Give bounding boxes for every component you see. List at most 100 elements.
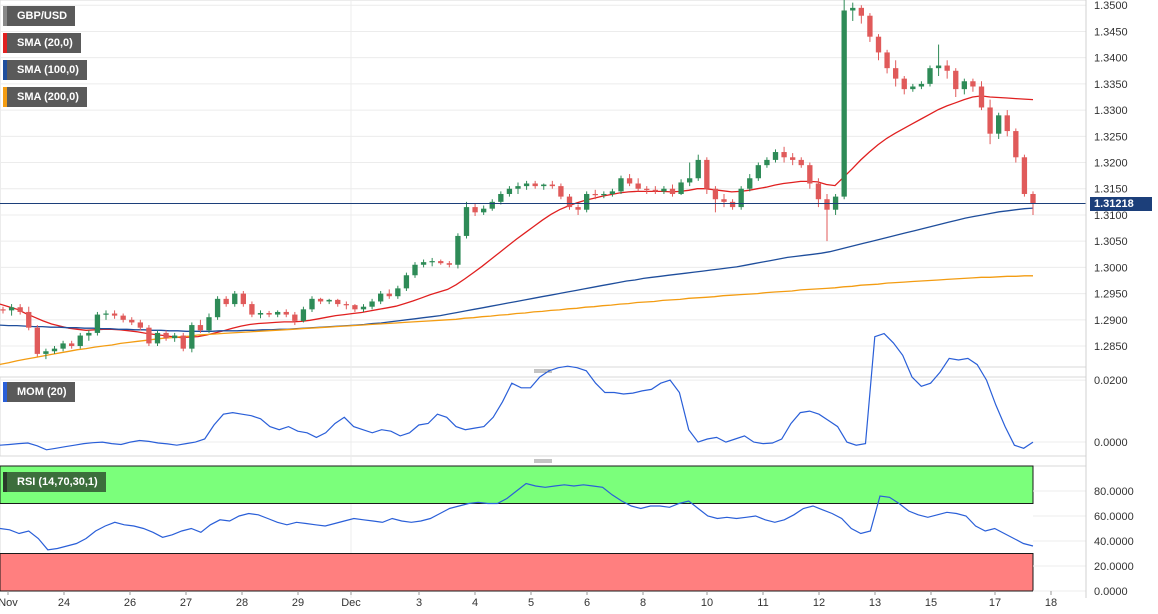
candle	[712, 186, 719, 213]
candle	[953, 68, 959, 97]
candle-body	[292, 314, 298, 321]
candle-body	[103, 313, 109, 315]
candle	[807, 162, 813, 189]
x-tick-label: 24	[58, 597, 70, 609]
candle-body	[395, 288, 401, 297]
rsi-oversold-zone	[0, 553, 1034, 592]
legend-sma20[interactable]: SMA (20,0)	[3, 33, 81, 53]
rsi-y-tick: 20.0000	[1094, 561, 1134, 573]
candle	[378, 290, 384, 305]
mom-y-tick: 0.0200	[1094, 375, 1128, 387]
candle-body	[901, 78, 907, 90]
candle-body	[34, 327, 40, 354]
candle	[815, 178, 822, 208]
legend-symbol-label: GBP/USD	[17, 10, 68, 22]
x-tick-label: 27	[180, 597, 192, 609]
candle-body	[609, 191, 616, 194]
candle	[755, 162, 761, 181]
candle	[798, 157, 804, 168]
candle-body	[661, 188, 667, 192]
candle-body	[343, 304, 349, 306]
candle	[549, 180, 555, 189]
candle	[558, 183, 564, 200]
candle-body	[687, 178, 693, 183]
candle-body	[266, 312, 272, 315]
candle-body	[214, 298, 221, 318]
candle	[34, 325, 40, 357]
candle-body	[69, 343, 75, 347]
candle-body	[455, 235, 461, 265]
mom-panel	[0, 376, 1087, 457]
current-price-label: 1.31218	[1094, 197, 1134, 210]
candle-body	[927, 68, 933, 84]
legend-rsi-label: RSI (14,70,30,1)	[17, 476, 98, 488]
candle	[352, 304, 358, 312]
candle	[240, 290, 246, 307]
candle	[1004, 110, 1010, 137]
candle-body	[300, 309, 307, 321]
candle-body	[944, 65, 950, 71]
candle	[137, 319, 143, 331]
legend-sma200-label: SMA (200,0)	[17, 91, 79, 103]
candle	[429, 257, 435, 267]
candle-body	[1004, 115, 1010, 132]
candle	[669, 184, 676, 197]
candle	[129, 317, 135, 326]
candle-body	[446, 263, 452, 265]
candle	[43, 348, 49, 360]
candle-body	[403, 275, 410, 289]
candle-body	[549, 184, 555, 187]
rsi-y-tick: 0.0000	[1094, 586, 1128, 598]
candle	[575, 204, 581, 215]
candle-body	[721, 199, 727, 202]
x-tick-label: Dec	[341, 597, 361, 609]
candle-body	[626, 178, 633, 184]
candle-body	[223, 298, 229, 305]
candle	[326, 298, 332, 305]
legend-sma100[interactable]: SMA (100,0)	[3, 60, 87, 80]
x-tick-label: 6	[584, 597, 590, 609]
candle	[94, 311, 101, 336]
candle-body	[807, 165, 813, 184]
legend-mom-label: MOM (20)	[17, 386, 67, 398]
x-tick-label: 3	[416, 597, 422, 609]
x-tick-label: 4	[472, 597, 478, 609]
candle	[875, 34, 882, 61]
candle-body	[369, 301, 375, 307]
price-y-tick: 1.3100	[1094, 210, 1128, 222]
legend-symbol[interactable]: GBP/USD	[3, 6, 76, 26]
candle-body	[695, 159, 701, 179]
candle	[970, 78, 976, 92]
legend-mom[interactable]: MOM (20)	[3, 382, 75, 402]
legend-rsi[interactable]: RSI (14,70,30,1)	[3, 472, 106, 492]
candle	[772, 149, 779, 163]
candle-body	[644, 188, 650, 190]
candle	[927, 65, 933, 87]
candle	[86, 330, 92, 341]
candle-body	[172, 335, 178, 339]
price-y-tick: 1.3300	[1094, 105, 1128, 117]
price-y-tick: 1.2950	[1094, 289, 1128, 301]
candle-body	[515, 186, 521, 189]
candle	[26, 306, 32, 331]
candle	[223, 296, 229, 307]
candle	[206, 313, 212, 333]
candle-body	[755, 165, 761, 179]
candle	[498, 191, 504, 205]
candle	[841, 0, 847, 200]
price-y-tick: 1.3150	[1094, 184, 1128, 196]
legend-sma200[interactable]: SMA (200,0)	[3, 87, 87, 107]
candle	[180, 332, 186, 352]
candle	[652, 186, 658, 194]
candle	[292, 311, 298, 326]
candle	[541, 183, 547, 190]
price-y-tick: 1.3000	[1094, 262, 1128, 274]
candle-body	[584, 193, 590, 210]
candle-body	[378, 293, 384, 302]
candle-body	[506, 188, 513, 194]
price-panel	[0, 0, 1087, 368]
candle	[729, 199, 736, 210]
candle-body	[798, 159, 804, 166]
candle-body	[146, 327, 152, 344]
